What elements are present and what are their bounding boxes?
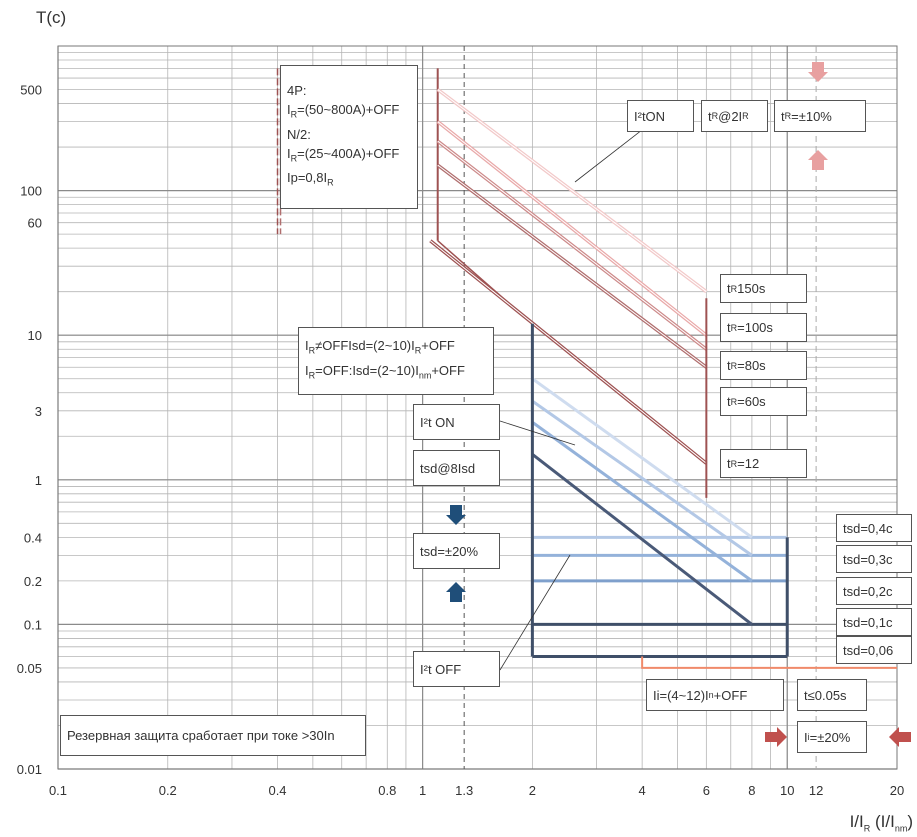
x-tick-label: 6 xyxy=(703,783,710,798)
long-time-curve-core-4 xyxy=(430,240,707,464)
box-4p-settings: 4P: IR=(50~800A)+OFF N/2: IR=(25~400A)+OFF I… xyxy=(280,65,418,209)
x-tick-label: 1.3 xyxy=(455,783,473,798)
x-tick-label: 20 xyxy=(890,783,904,798)
box-tsd03: tsd=0,3c xyxy=(836,545,912,573)
y-tick-label: 60 xyxy=(28,216,42,231)
arrow-tsd-up xyxy=(446,582,466,602)
box-tsd04: tsd=0,4c xyxy=(836,514,912,542)
box-tsd-8isd: tsd@8Isd xyxy=(413,450,500,486)
y-tick-label: 0.1 xyxy=(24,617,42,632)
x-tick-label: 0.8 xyxy=(378,783,396,798)
box-isd-line-1: IR=OFF:Isd=(2~10)Inm+OFF xyxy=(305,363,465,381)
y-tick-label: 3 xyxy=(35,404,42,419)
x-axis-label: I/IR (I/Inm) xyxy=(850,812,913,833)
short-time-curve-2 xyxy=(531,421,753,583)
y-tick-label: 10 xyxy=(28,328,42,343)
box-tsd02: tsd=0,2c xyxy=(836,577,912,605)
box-4p-line-1: IR=(50~800A)+OFF xyxy=(287,102,400,120)
x-tick-label: 4 xyxy=(639,783,646,798)
long-time-curve-core-2 xyxy=(437,140,707,350)
x-axis-label-main: I/I xyxy=(849,811,864,831)
arrow-ii-right xyxy=(765,727,787,747)
x-axis-label-sub: R xyxy=(863,823,871,833)
box-tr60: t R =60s xyxy=(720,387,807,416)
short-time-curve-0 xyxy=(531,377,753,539)
short-time-curve-3 xyxy=(531,453,753,626)
y-tick-label: 1 xyxy=(35,473,42,488)
x-tick-label: 0.2 xyxy=(159,783,177,798)
box-4p-line-3: IR=(25~400A)+OFF xyxy=(287,145,400,164)
box-tr-at-2ir: t R @2I R xyxy=(701,100,768,132)
box-i2t-on-mid: I²t ON xyxy=(413,404,500,440)
box-i2t-off: I²t OFF xyxy=(413,651,500,687)
y-tick-label: 0.4 xyxy=(24,530,42,545)
box-4p-line-4: Ip=0,8IR xyxy=(287,170,334,188)
box-tsd01: tsd=0,1c xyxy=(836,608,912,636)
x-tick-label: 8 xyxy=(748,783,755,798)
x-tick-label: 0.4 xyxy=(268,783,286,798)
arrow-tr-down xyxy=(808,62,828,82)
x-axis-label-paren-sub: nm xyxy=(894,823,908,833)
x-tick-label: 1 xyxy=(419,783,426,798)
instantaneous-line xyxy=(641,656,897,669)
long-time-curve-core-3 xyxy=(437,164,707,368)
box-tr80: t R =80s xyxy=(720,351,807,380)
y-tick-label: 0.05 xyxy=(17,661,42,676)
y-tick-label: 500 xyxy=(20,83,42,98)
box-tr-tolerance: t R =±10% xyxy=(774,100,866,132)
short-time-curve-1 xyxy=(531,399,753,557)
leader-line-2 xyxy=(499,554,571,671)
long-time-curve-core-0 xyxy=(437,89,707,293)
x-axis-label-close: ) xyxy=(907,811,913,831)
plot-frame xyxy=(57,45,898,770)
y-tick-label: 0.2 xyxy=(24,574,42,589)
box-isd-line-0: IR≠OFFIsd=(2~10)IR+OFF xyxy=(305,338,455,356)
reserve-text: Резервная защита сработает при токе >30I… xyxy=(67,728,335,743)
box-reserve-protection: Резервная защита сработает при токе >30I… xyxy=(60,715,366,756)
box-ii-range: Ii=(4~12)I n +OFF xyxy=(646,679,784,711)
x-tick-label: 2 xyxy=(529,783,536,798)
long-time-curve-core-1 xyxy=(437,121,707,336)
box-tsd-tolerance: tsd=±20% xyxy=(413,533,500,569)
box-i2t-on-top: I²tON xyxy=(627,100,694,132)
y-tick-label: 0.01 xyxy=(17,762,42,777)
box-4p-line-2: N/2: xyxy=(287,126,311,142)
arrow-ii-left xyxy=(889,727,911,747)
leader-line-1 xyxy=(499,420,576,446)
box-t-le: t≤0.05s xyxy=(797,679,867,711)
arrow-tsd-down xyxy=(446,505,466,525)
x-tick-label: 10 xyxy=(780,783,794,798)
arrow-tr-up xyxy=(808,150,828,170)
box-isd-settings: IR≠OFFIsd=(2~10)IR+OFF IR=OFF:Isd=(2~10)I… xyxy=(298,327,494,395)
box-tsd006: tsd=0,06 xyxy=(836,636,912,664)
x-tick-label: 0.1 xyxy=(49,783,67,798)
y-axis-label: T(c) xyxy=(36,8,67,27)
x-tick-label: 12 xyxy=(809,783,823,798)
box-tr150: t R 150s xyxy=(720,274,807,303)
box-tr12: t R =12 xyxy=(720,449,807,478)
box-tr100: t R =100s xyxy=(720,313,807,342)
y-tick-label: 100 xyxy=(20,184,42,199)
box-4p-line-0: 4P: xyxy=(287,83,307,99)
x-axis-label-paren: (I/I xyxy=(870,811,895,831)
